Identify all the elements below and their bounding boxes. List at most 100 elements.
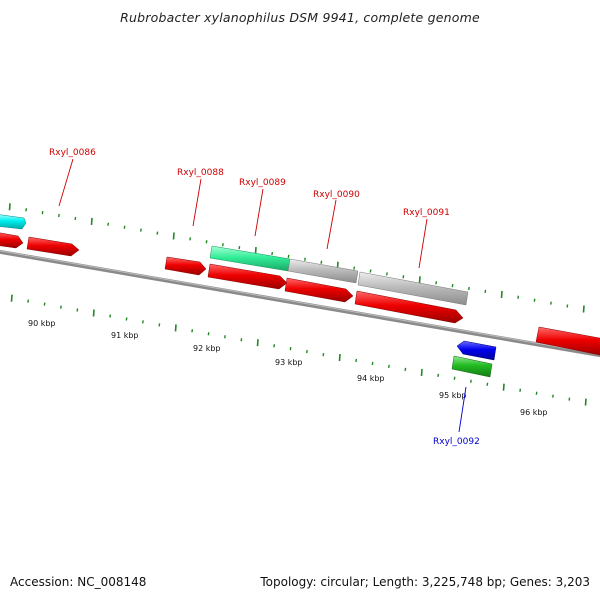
gene-label-Rxyl_0090[interactable]: Rxyl_0090	[313, 190, 360, 200]
tick-minor	[207, 332, 210, 336]
scale-label-96kbp: 96 kbp	[520, 408, 548, 417]
gene-cds-2[interactable]	[26, 236, 80, 257]
tick-minor	[552, 394, 554, 398]
gene-cds-4[interactable]	[207, 263, 288, 290]
tick-minor	[486, 382, 489, 386]
leader-Rxyl_0090	[326, 199, 337, 250]
tick-minor	[371, 361, 374, 366]
tick-major	[420, 368, 423, 376]
tick-minor	[189, 237, 192, 241]
tick-minor	[205, 240, 208, 244]
tick-minor	[60, 305, 62, 309]
feature-pseudogene-0090[interactable]	[287, 258, 359, 284]
tick-minor	[468, 286, 470, 291]
tick-minor	[568, 397, 571, 401]
genome-backbone	[0, 249, 600, 358]
genome-backbone-highlight	[0, 250, 600, 355]
tick-minor	[453, 376, 456, 380]
tick-minor	[306, 349, 308, 354]
leader-Rxyl_0088	[192, 178, 202, 227]
gene-cds-3[interactable]	[164, 256, 207, 276]
tick-major	[254, 247, 257, 255]
tick-minor	[519, 388, 522, 392]
scale-label-91kbp: 91 kbp	[111, 331, 139, 340]
tick-row-reverse	[10, 294, 587, 406]
tick-minor	[25, 208, 28, 212]
tick-minor	[470, 379, 472, 383]
tick-minor	[566, 304, 569, 308]
gene-label-Rxyl_0091[interactable]: Rxyl_0091	[403, 208, 450, 218]
tick-minor	[142, 320, 144, 324]
tick-minor	[238, 245, 241, 250]
tick-minor	[222, 243, 224, 247]
tick-minor	[58, 213, 60, 218]
tick-minor	[271, 251, 274, 256]
scale-label-92kbp: 92 kbp	[193, 344, 221, 353]
gene-label-Rxyl_0088[interactable]: Rxyl_0088	[177, 168, 224, 178]
tick-major	[172, 232, 175, 240]
gene-label-Rxyl_0086[interactable]: Rxyl_0086	[49, 148, 96, 158]
tick-minor	[451, 283, 454, 288]
tick-minor	[123, 225, 126, 229]
feature-pseudogene-0091[interactable]	[357, 271, 469, 306]
gene-label-Rxyl_0089[interactable]: Rxyl_0089	[239, 178, 286, 188]
gene-reverse-cds[interactable]	[456, 340, 497, 361]
tick-major	[500, 290, 503, 298]
tick-minor	[41, 210, 44, 215]
gene-cds-6[interactable]	[354, 290, 464, 324]
tick-minor	[550, 301, 552, 305]
tick-minor	[535, 391, 538, 395]
tick-minor	[191, 329, 194, 333]
leader-Rxyl_0091	[418, 218, 428, 269]
tick-minor	[355, 358, 358, 363]
tick-minor	[76, 308, 79, 312]
tick-minor	[435, 281, 438, 285]
scale-label-94kbp: 94 kbp	[357, 374, 385, 383]
tick-minor	[125, 317, 128, 321]
tick-major	[418, 276, 421, 284]
scale-label-90kbp: 90 kbp	[28, 319, 56, 328]
tick-minor	[158, 323, 161, 327]
tick-minor	[27, 299, 30, 303]
tick-minor	[140, 228, 142, 232]
tick-minor	[109, 314, 112, 318]
tick-major	[582, 305, 585, 313]
leader-Rxyl_0086	[58, 158, 74, 207]
tick-minor	[353, 266, 356, 270]
gene-reverse-rna[interactable]	[451, 355, 493, 378]
tick-minor	[484, 289, 487, 294]
tick-row-forward	[8, 203, 585, 313]
tick-minor	[287, 254, 290, 259]
tick-major	[10, 294, 13, 302]
scale-label-95kbp: 95 kbp	[439, 391, 467, 400]
scale-label-93kbp: 93 kbp	[275, 358, 303, 367]
accession-text: Accession: NC_008148	[10, 575, 147, 589]
tick-major	[90, 217, 93, 225]
tick-minor	[289, 346, 292, 351]
tick-minor	[402, 275, 405, 279]
tick-minor	[517, 295, 520, 299]
tick-major	[174, 324, 177, 332]
feature-rna-cyan[interactable]	[0, 214, 27, 230]
tick-minor	[74, 216, 77, 221]
tick-minor	[388, 364, 390, 369]
tick-minor	[533, 298, 536, 302]
gene-cds-5[interactable]	[284, 277, 354, 303]
tick-minor	[304, 257, 306, 261]
tick-major	[502, 383, 505, 391]
gene-cds-1[interactable]	[0, 232, 24, 249]
tick-minor	[273, 344, 276, 348]
gene-cds-7[interactable]	[535, 326, 600, 356]
genome-summary-text: Topology: circular; Length: 3,225,748 bp…	[260, 575, 590, 589]
tick-major	[256, 339, 259, 347]
tick-minor	[240, 338, 243, 342]
tick-minor	[156, 231, 159, 235]
leader-Rxyl_0089	[254, 188, 264, 237]
tick-minor	[437, 373, 440, 378]
tick-minor	[43, 302, 46, 306]
tick-minor	[224, 335, 226, 339]
tick-minor	[107, 222, 110, 226]
tick-minor	[404, 367, 407, 372]
gene-label-Rxyl_0092[interactable]: Rxyl_0092	[433, 437, 480, 447]
